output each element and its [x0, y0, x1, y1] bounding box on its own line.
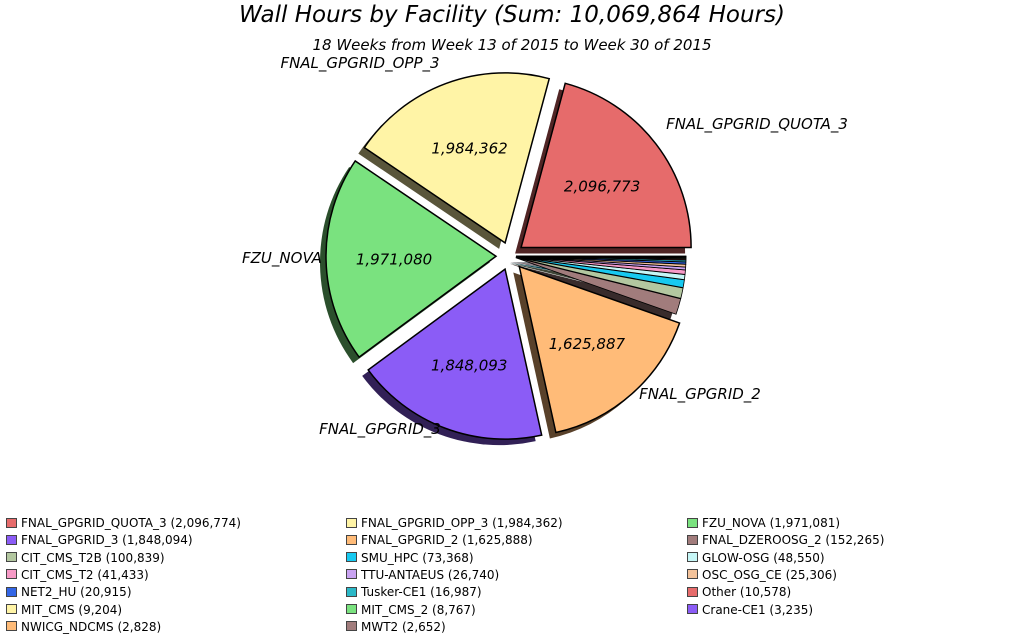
legend-label: Crane-CE1 (3,235) [702, 603, 813, 617]
legend-item: OSC_OSG_CE (25,306) [687, 567, 837, 584]
slice-value-label-2: 1,971,080 [356, 250, 432, 268]
legend-item: FNAL_GPGRID_2 (1,625,888) [346, 532, 533, 549]
legend-item: FNAL_DZEROOSG_2 (152,265) [687, 532, 884, 549]
legend-label: CIT_CMS_T2B (100,839) [21, 551, 165, 565]
slice-value-label-1: 1,984,362 [431, 139, 507, 157]
legend-label: FZU_NOVA (1,971,081) [702, 516, 840, 530]
legend-item: NWICG_NDCMS (2,828) [6, 619, 161, 636]
legend-swatch [346, 604, 357, 614]
legend-item: Tusker-CE1 (16,987) [346, 584, 482, 601]
legend-label: TTU-ANTAEUS (26,740) [361, 568, 499, 582]
legend-swatch [346, 535, 357, 545]
legend-item: MWT2 (2,652) [346, 619, 446, 636]
legend-label: OSC_OSG_CE (25,306) [702, 568, 837, 582]
legend-swatch [6, 587, 17, 597]
slice-name-label-2: FZU_NOVA [242, 249, 322, 268]
legend-swatch [6, 518, 17, 528]
legend-label: FNAL_GPGRID_3 (1,848,094) [21, 533, 193, 547]
legend-swatch [687, 569, 698, 579]
legend-label: NWICG_NDCMS (2,828) [21, 620, 161, 634]
legend-swatch [687, 587, 698, 597]
legend-item: FNAL_GPGRID_QUOTA_3 (2,096,774) [6, 515, 241, 532]
legend-swatch [687, 552, 698, 562]
legend-item: TTU-ANTAEUS (26,740) [346, 567, 499, 584]
legend-swatch [6, 552, 17, 562]
slice-name-label-4: FNAL_GPGRID_2 [639, 385, 761, 404]
legend-item: MIT_CMS (9,204) [6, 602, 122, 619]
legend-label: Other (10,578) [702, 585, 791, 599]
pie-slice-0 [521, 83, 691, 247]
legend-swatch [346, 518, 357, 528]
legend-label: NET2_HU (20,915) [21, 585, 132, 599]
slice-value-label-3: 1,848,093 [431, 357, 507, 375]
legend: FNAL_GPGRID_QUOTA_3 (2,096,774) FNAL_GPGR… [0, 512, 1024, 633]
legend-label: GLOW-OSG (48,550) [702, 551, 825, 565]
legend-item: SMU_HPC (73,368) [346, 550, 474, 567]
legend-item: FZU_NOVA (1,971,081) [687, 515, 840, 532]
pie-chart: 2,096,773 FNAL_GPGRID_QUOTA_3 1,984,362 FNA… [0, 0, 1024, 510]
legend-label: MIT_CMS_2 (8,767) [361, 603, 476, 617]
legend-label: FNAL_GPGRID_QUOTA_3 (2,096,774) [21, 516, 241, 530]
legend-swatch [6, 569, 17, 579]
legend-item: CIT_CMS_T2B (100,839) [6, 550, 165, 567]
legend-item: CIT_CMS_T2 (41,433) [6, 567, 149, 584]
legend-item: FNAL_GPGRID_OPP_3 (1,984,362) [346, 515, 563, 532]
legend-swatch [687, 604, 698, 614]
legend-swatch [346, 587, 357, 597]
legend-label: MWT2 (2,652) [361, 620, 446, 634]
legend-swatch [6, 621, 17, 631]
legend-label: FNAL_GPGRID_OPP_3 (1,984,362) [361, 516, 563, 530]
legend-swatch [6, 604, 17, 614]
slice-name-label-0: FNAL_GPGRID_QUOTA_3 [666, 115, 848, 134]
legend-label: FNAL_GPGRID_2 (1,625,888) [361, 533, 533, 547]
slice-name-label-1: FNAL_GPGRID_OPP_3 [280, 54, 439, 73]
legend-item: Other (10,578) [687, 584, 791, 601]
legend-swatch [346, 621, 357, 631]
slice-value-label-0: 2,096,773 [564, 177, 640, 195]
legend-item: NET2_HU (20,915) [6, 584, 132, 601]
legend-label: SMU_HPC (73,368) [361, 551, 474, 565]
legend-item: GLOW-OSG (48,550) [687, 550, 825, 567]
legend-label: Tusker-CE1 (16,987) [361, 585, 482, 599]
legend-swatch [687, 518, 698, 528]
legend-swatch [687, 535, 698, 545]
legend-swatch [346, 552, 357, 562]
legend-label: CIT_CMS_T2 (41,433) [21, 568, 149, 582]
slice-value-label-4: 1,625,887 [549, 335, 626, 353]
legend-swatch [6, 535, 17, 545]
legend-label: FNAL_DZEROOSG_2 (152,265) [702, 533, 884, 547]
legend-swatch [346, 569, 357, 579]
legend-item: Crane-CE1 (3,235) [687, 602, 813, 619]
legend-item: MIT_CMS_2 (8,767) [346, 602, 476, 619]
slice-name-label-3: FNAL_GPGRID_3 [319, 420, 441, 439]
legend-label: MIT_CMS (9,204) [21, 603, 122, 617]
legend-item: FNAL_GPGRID_3 (1,848,094) [6, 532, 193, 549]
